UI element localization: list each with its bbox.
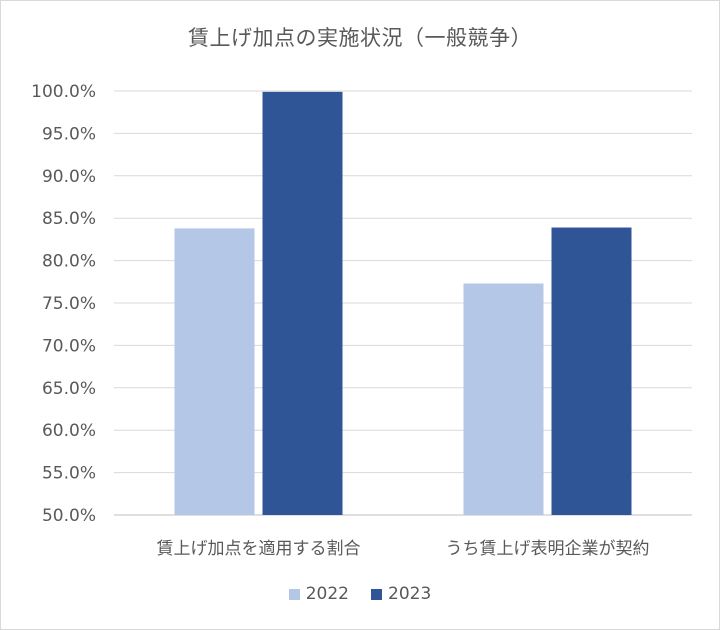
x-category-label: うち賃上げ表明企業が契約 [446, 539, 650, 559]
y-tick-label: 60.0% [42, 421, 96, 441]
y-tick-label: 100.0% [31, 82, 96, 102]
chart-title: 賃上げ加点の実施状況（一般競争） [188, 26, 532, 50]
y-tick-label: 85.0% [42, 209, 96, 229]
y-tick-label: 80.0% [42, 252, 96, 272]
bar-2023-1 [551, 227, 632, 515]
x-category-label: 賃上げ加点を適用する割合 [157, 539, 361, 559]
y-tick-label: 70.0% [42, 336, 96, 356]
y-tick-label: 90.0% [42, 167, 96, 187]
y-tick-label: 75.0% [42, 294, 96, 314]
legend-label-2023: 2023 [388, 584, 432, 604]
y-tick-label: 50.0% [42, 506, 96, 526]
legend-swatch-2023 [371, 588, 382, 600]
bars [174, 91, 632, 516]
y-axis-ticks: 100.0% 95.0% 90.0% 85.0% 80.0% 75.0% 70.0% 65.0… [31, 82, 96, 526]
x-axis-ticks: 賃上げ加点を適用する割合 うち賃上げ表明企業が契約 [157, 539, 650, 559]
legend-label-2022: 2022 [305, 584, 349, 604]
legend-item-2022: 2022 [288, 584, 349, 604]
y-tick-label: 55.0% [42, 464, 96, 484]
legend: 2022 2023 [0, 584, 720, 604]
bar-2023-0 [262, 91, 343, 516]
bar-2022-0 [174, 228, 255, 515]
legend-item-2023: 2023 [371, 584, 431, 604]
y-tick-label: 95.0% [42, 124, 96, 144]
y-tick-label: 65.0% [42, 379, 96, 399]
bar-2022-1 [463, 283, 544, 515]
legend-swatch-2022 [288, 588, 300, 600]
